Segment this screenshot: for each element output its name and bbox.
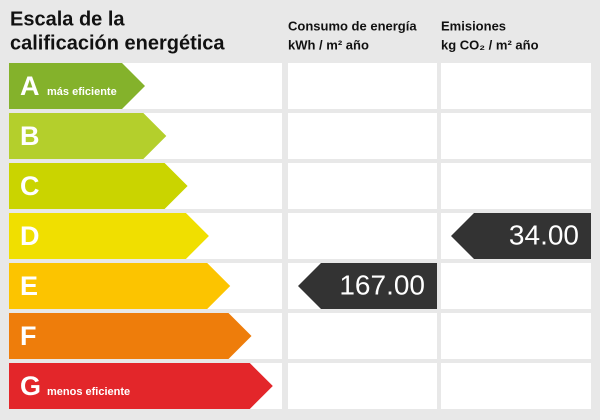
title-line: Escala de la <box>10 8 125 30</box>
rating-letter: A <box>20 71 40 101</box>
value-cell <box>288 63 437 109</box>
rating-letter: G <box>20 371 41 401</box>
column-unit: kg CO₂ / m² año <box>441 37 539 52</box>
rating-note: más eficiente <box>47 86 117 98</box>
column-title: Consumo de energía <box>288 18 417 33</box>
value-cell <box>288 213 437 259</box>
title-line: calificación energética <box>10 32 225 54</box>
value-cell <box>288 363 437 409</box>
column-unit: kWh / m² año <box>288 37 369 52</box>
value-cell <box>441 263 591 309</box>
rating-arrow <box>9 63 145 109</box>
rating-arrow <box>9 363 273 409</box>
value-cell <box>288 113 437 159</box>
value-cell <box>288 163 437 209</box>
rating-arrow <box>9 313 252 359</box>
rating-arrow <box>9 213 209 259</box>
value-cell <box>441 113 591 159</box>
value-cell <box>288 313 437 359</box>
rating-arrow <box>9 113 167 159</box>
value-cell <box>441 313 591 359</box>
rating-note: menos eficiente <box>47 386 130 398</box>
rating-letter: F <box>20 321 37 351</box>
value-label: 34.00 <box>509 219 579 250</box>
value-cell <box>441 163 591 209</box>
value-arrow <box>298 263 437 309</box>
value-cell <box>441 363 591 409</box>
rating-letter: D <box>20 221 40 251</box>
rating-letter: E <box>20 271 38 301</box>
rating-letter: C <box>20 171 40 201</box>
value-cell <box>441 63 591 109</box>
rating-arrow <box>9 163 188 209</box>
rating-letter: B <box>20 121 40 151</box>
value-label: 167.00 <box>339 269 425 300</box>
column-title: Emisiones <box>441 18 506 33</box>
value-arrow <box>451 213 591 259</box>
rating-arrow <box>9 263 231 309</box>
